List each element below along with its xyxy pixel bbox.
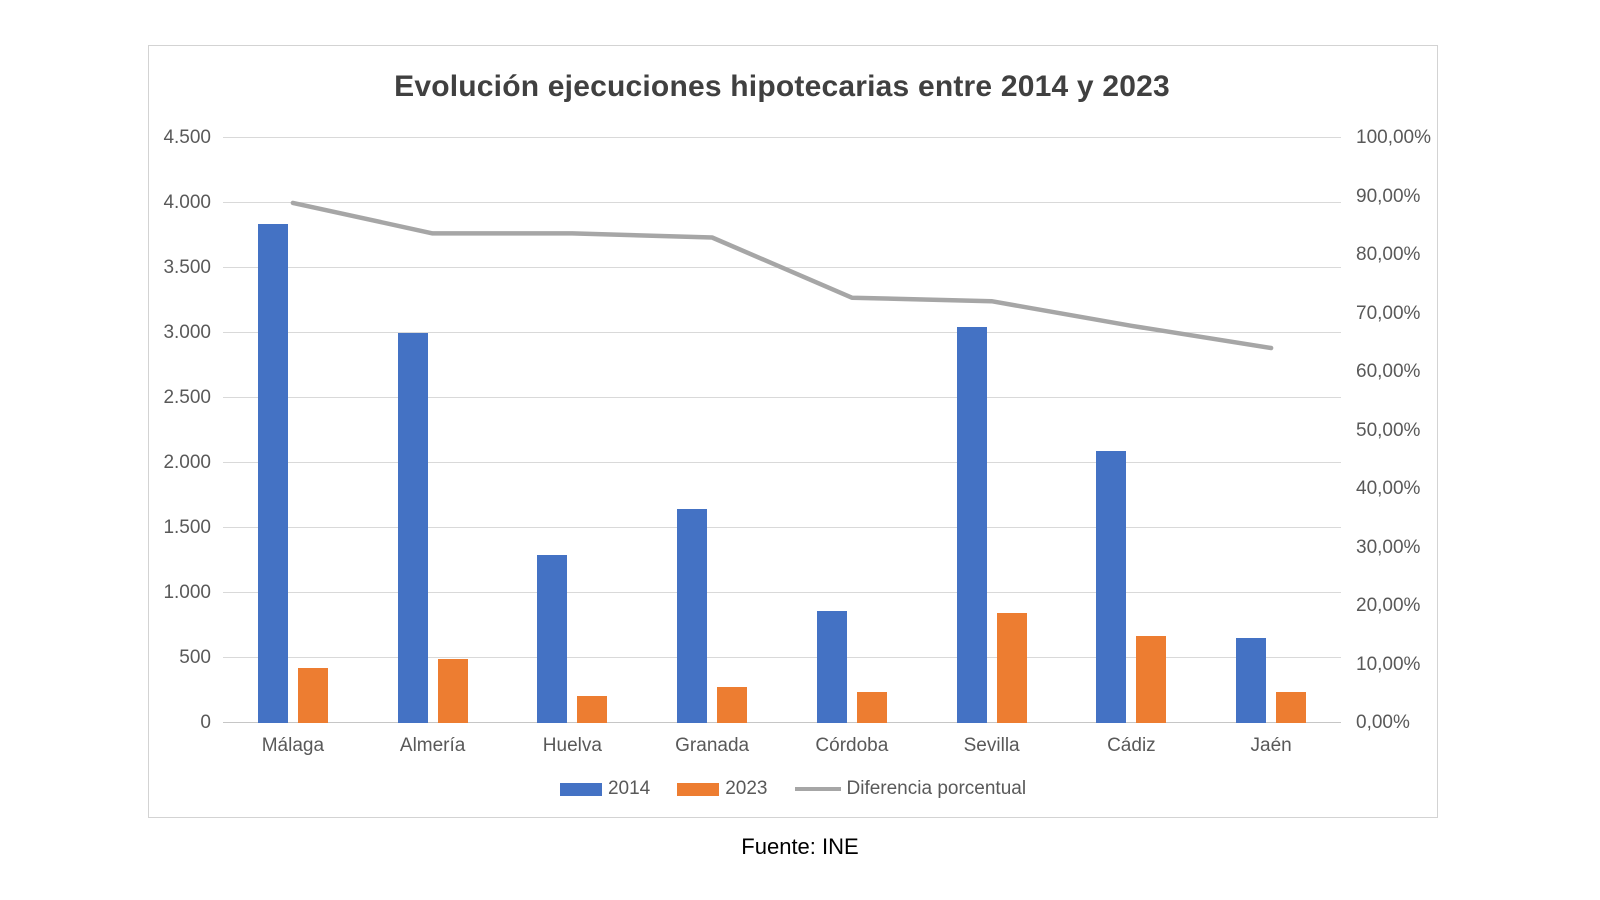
- right-axis-tick-label: 40,00%: [1356, 478, 1421, 499]
- gridline: [223, 397, 1341, 398]
- bar-2014-Cádiz: [1096, 451, 1127, 723]
- bar-2023-Almería: [437, 659, 468, 723]
- category-label-Jaén: Jaén: [1250, 735, 1292, 756]
- category-label-Córdoba: Córdoba: [815, 735, 889, 756]
- right-axis-tick-label: 60,00%: [1356, 361, 1421, 382]
- bar-2023-Granada: [717, 686, 748, 723]
- gridline: [223, 137, 1341, 138]
- left-axis-tick-label: 1.500: [163, 517, 211, 538]
- bar-2014-Málaga: [257, 223, 288, 723]
- bar-2014-Granada: [677, 508, 708, 723]
- legend-item-diferencia-porcentual: Diferencia porcentual: [794, 778, 1027, 800]
- left-axis-tick-label: 4.000: [163, 192, 211, 213]
- bar-2023-Huelva: [577, 695, 608, 723]
- source-note: Fuente: INE: [741, 834, 859, 859]
- left-axis-tick-label: 2.000: [163, 452, 211, 473]
- right-axis-tick-label: 20,00%: [1356, 595, 1421, 616]
- category-label-Huelva: Huelva: [542, 735, 602, 756]
- right-axis-tick-label: 30,00%: [1356, 536, 1421, 558]
- diferencia-porcentual-line: [290, 200, 1274, 351]
- gridline: [223, 527, 1341, 528]
- left-axis-tick-label: 3.500: [163, 257, 211, 278]
- bar-2023-Sevilla: [996, 612, 1027, 723]
- bar-2014-Almería: [397, 333, 428, 723]
- bar-2023-Córdoba: [856, 692, 887, 723]
- category-label-Málaga: Málaga: [261, 735, 325, 756]
- legend-label-2014: 2014: [607, 778, 651, 799]
- category-label-Granada: Granada: [675, 735, 750, 756]
- legend-swatch-2014-icon: [559, 782, 602, 796]
- bar-2023-Málaga: [297, 667, 328, 723]
- left-axis-tick-label: 2.500: [163, 387, 211, 408]
- bar-2014-Huelva: [537, 555, 568, 723]
- legend-label-diferencia-porcentual: Diferencia porcentual: [846, 778, 1027, 799]
- gridline: [223, 332, 1341, 333]
- left-axis-tick-label: 1.000: [163, 582, 211, 603]
- right-axis-tick-label: 0,00%: [1356, 712, 1410, 733]
- right-axis-tick-label: 80,00%: [1356, 244, 1421, 265]
- category-label-Almería: Almería: [399, 735, 466, 756]
- right-axis-tick-label: 50,00%: [1356, 419, 1421, 441]
- right-axis-tick-label: 10,00%: [1356, 653, 1421, 675]
- x-axis-line: [223, 722, 1341, 723]
- gridline: [223, 462, 1341, 463]
- category-label-Sevilla: Sevilla: [963, 735, 1020, 756]
- category-axis: Málaga Almería Huelva Granada Córdoba Sevilla…: [223, 735, 1341, 761]
- bar-2014-Córdoba: [816, 611, 847, 723]
- legend-item-2023: 2023: [677, 778, 768, 800]
- left-axis-tick-label: 500: [179, 647, 211, 668]
- right-axis: 0,00% 10,00% 20,00% 30,00% 40,00% 50,00% 60,00…: [1356, 127, 1438, 733]
- legend-label-2023: 2023: [725, 778, 768, 799]
- bar-2014-Sevilla: [956, 326, 987, 723]
- legend-line-swatch-icon: [794, 787, 841, 791]
- gridline: [223, 657, 1341, 658]
- left-axis-tick-label: 0: [200, 712, 211, 733]
- category-label-Cádiz: Cádiz: [1107, 735, 1156, 756]
- legend-item-2014: 2014: [559, 778, 651, 800]
- plot-area: [223, 137, 1341, 723]
- right-axis-tick-label: 90,00%: [1356, 185, 1421, 207]
- left-axis-tick-label: 3.000: [163, 322, 211, 343]
- legend-swatch-2023-icon: [677, 782, 720, 796]
- bar-2014-Jaén: [1236, 637, 1267, 723]
- gridline: [223, 592, 1341, 593]
- right-axis-tick-label: 100,00%: [1356, 127, 1432, 148]
- bar-2023-Cádiz: [1136, 635, 1167, 723]
- gridline: [223, 202, 1341, 203]
- left-axis: 0 500 1.000 1.500 2.000 2.500 3.000 3.500 4.000 4…: [149, 127, 211, 733]
- right-axis-tick-label: 70,00%: [1356, 302, 1421, 324]
- chart-title: Evolución ejecuciones hipotecarias entre…: [394, 70, 1170, 103]
- chart-frame: Evolución ejecuciones hipotecarias entre…: [148, 45, 1438, 818]
- legend: 2014 2023 Diferencia porcentual: [149, 777, 1437, 801]
- line-series-layer: [290, 200, 1274, 351]
- bar-2023-Jaén: [1276, 692, 1307, 723]
- left-axis-tick-label: 4.500: [163, 127, 211, 148]
